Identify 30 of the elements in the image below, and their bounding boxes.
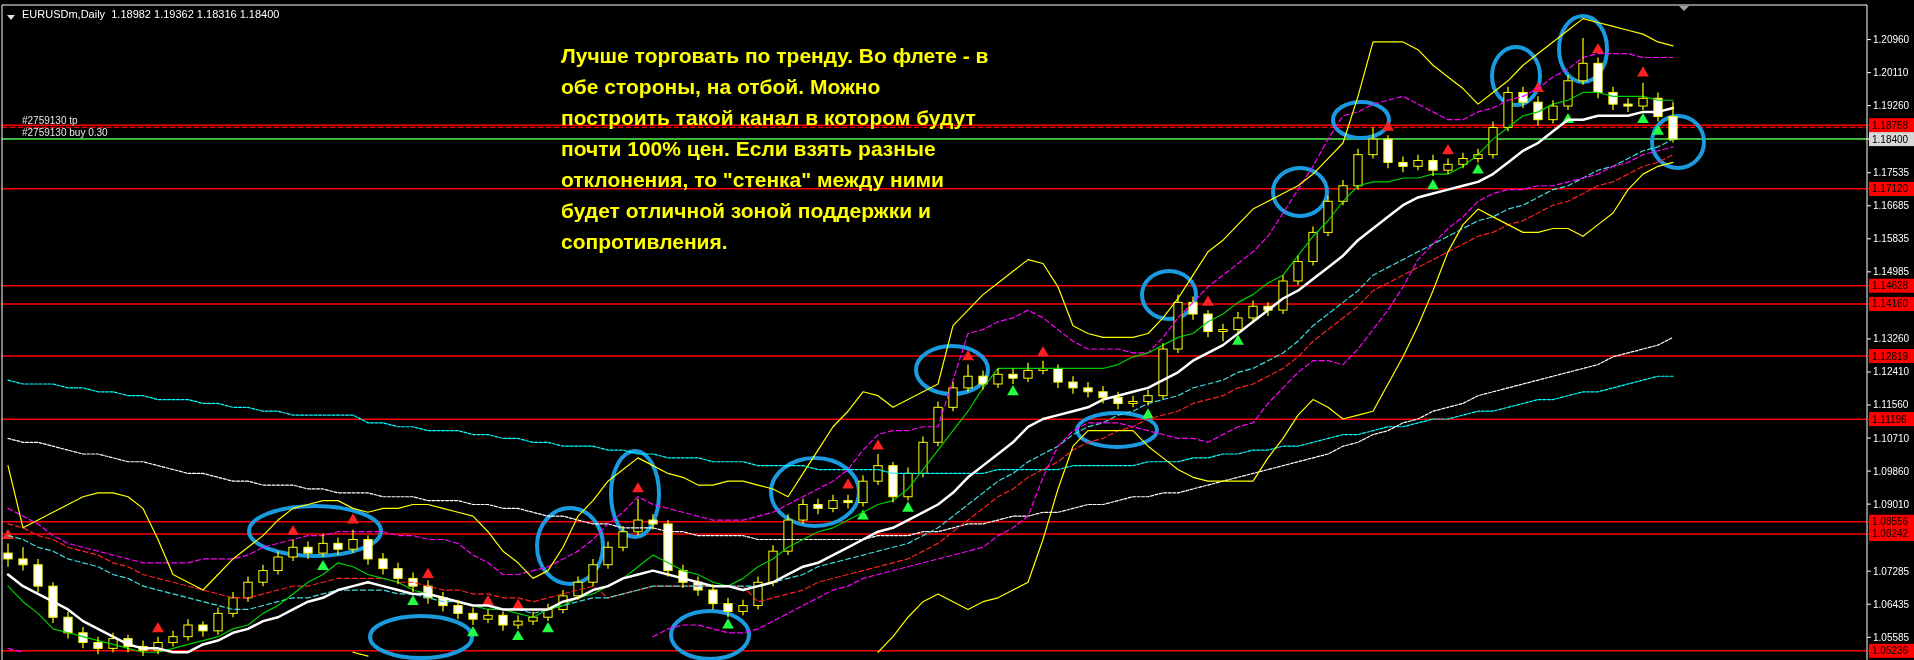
y-tick-label: 1.13260 <box>1873 333 1910 345</box>
ref-line-label: #2759130 tp <box>22 115 79 127</box>
y-tick-label: 1.11560 <box>1873 399 1909 411</box>
y-tick-label: 1.15835 <box>1873 233 1910 245</box>
y-tick-label: 1.09860 <box>1873 465 1910 477</box>
ref-line-label: 1.14160 <box>1872 298 1909 310</box>
ref-line-label: 1.18400 <box>1872 133 1909 145</box>
y-tick-label: 1.20960 <box>1873 34 1910 46</box>
ref-line-label: 1.17120 <box>1872 183 1909 195</box>
chart-title: EURUSDm,Daily 1.18982 1.19362 1.18316 1.18400 <box>22 8 280 20</box>
ref-line-label: #2759130 buy 0.30 <box>22 127 109 139</box>
y-tick-label: 1.12410 <box>1873 366 1910 378</box>
y-tick-label: 1.19260 <box>1873 100 1910 112</box>
ref-line-label: 1.08242 <box>1872 528 1909 540</box>
ref-line-label: 1.14628 <box>1872 280 1909 292</box>
y-tick-label: 1.07285 <box>1873 565 1910 577</box>
ref-line-label: 1.05236 <box>1872 645 1909 657</box>
annotation: Лучше торговать по тренду. Во флете - в обе стороны, на отбой. Можно построить такой канал в котором будут почти 100% цен. Если взять разные отклонения, то "стенка" между ними будет отличной зоной поддержки и сопротивления. <box>561 44 989 253</box>
y-tick-label: 1.16685 <box>1873 200 1910 212</box>
y-tick-label: 1.09010 <box>1873 498 1910 510</box>
ref-line-label: 1.12819 <box>1872 350 1909 362</box>
y-tick-label: 1.14985 <box>1873 266 1910 278</box>
y-tick-label: 1.05585 <box>1873 631 1910 643</box>
y-tick-label: 1.10710 <box>1873 432 1910 444</box>
y-tick-label: 1.06435 <box>1873 598 1910 610</box>
y-tick-label: 1.20110 <box>1873 67 1909 79</box>
ref-line-label: 1.11196 <box>1872 413 1908 425</box>
y-tick-label: 1.17535 <box>1873 167 1910 179</box>
ref-line-label: 1.18758 <box>1872 119 1909 131</box>
ref-line-label: 1.08556 <box>1872 516 1909 528</box>
